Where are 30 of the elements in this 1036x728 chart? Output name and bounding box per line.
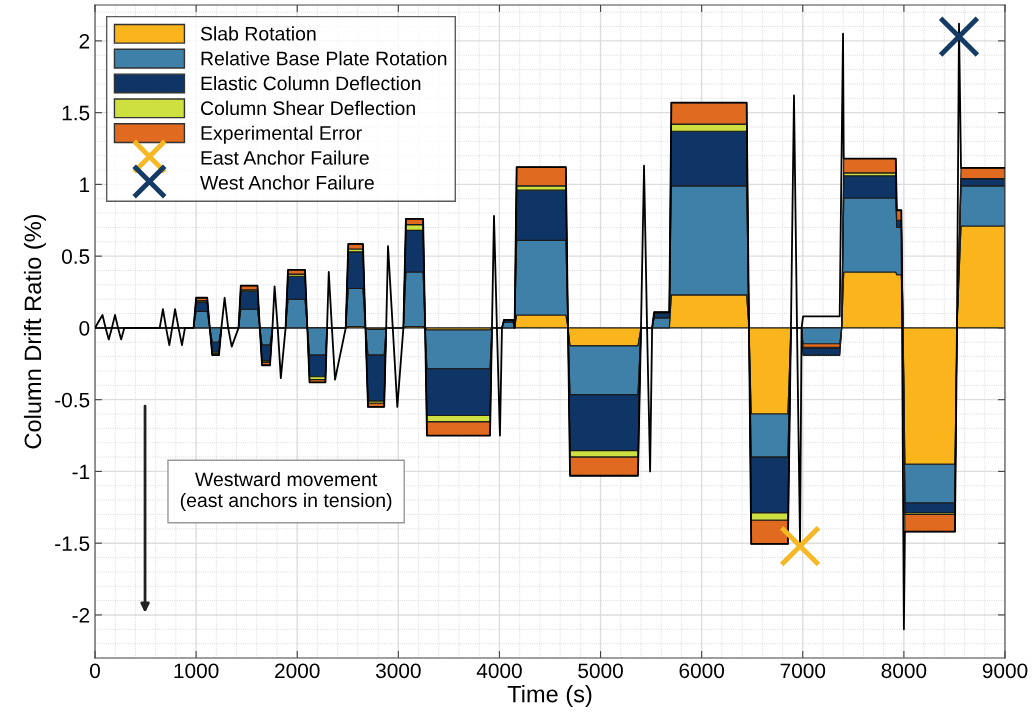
x-tick-label: 0 [90,663,100,679]
y-tick-label: -1.5 [55,536,90,551]
y-tick-label: 0 [79,320,90,336]
x-tick-label: 7000 [780,663,826,679]
x-tick-label: 8000 [881,663,927,679]
y-tick-label: 0.5 [61,249,90,264]
line-series [95,22,1005,631]
y-axis-title: Column Drift Ratio (%) [23,214,46,449]
x-tick-label: 6000 [679,663,725,679]
legend-label: East Anchor Failure [201,150,369,165]
y-tick-label: 2 [79,33,90,49]
x-tick-label: 2000 [275,663,320,679]
annotation: Westward movement (east anchors in tension) [180,471,392,512]
legend-label: Column Shear Deflection [200,100,415,116]
x-tick-label: 5000 [578,663,623,679]
legend-label: Slab Rotation [200,26,316,41]
y-tick-label: 1 [80,177,90,192]
legend-label: Experimental Error [201,125,362,144]
legend-label: West Anchor Failure [200,175,374,190]
x-tick-label: 3000 [375,663,421,679]
legend-label: Relative Base Plate Rotation [201,51,447,66]
legend-label: Elastic Column Deflection [201,75,421,91]
y-tick-label: -1 [72,464,90,479]
y-tick-label: -2 [72,607,90,623]
x-tick-label: 1000 [174,663,219,679]
y-tick-label: -0.5 [55,392,90,408]
x-tick-label: 9000 [982,663,1028,679]
x-tick-label: 4000 [476,663,522,679]
x-axis-title: Time (s) [507,685,592,708]
y-tick-label: 1.5 [62,105,90,121]
